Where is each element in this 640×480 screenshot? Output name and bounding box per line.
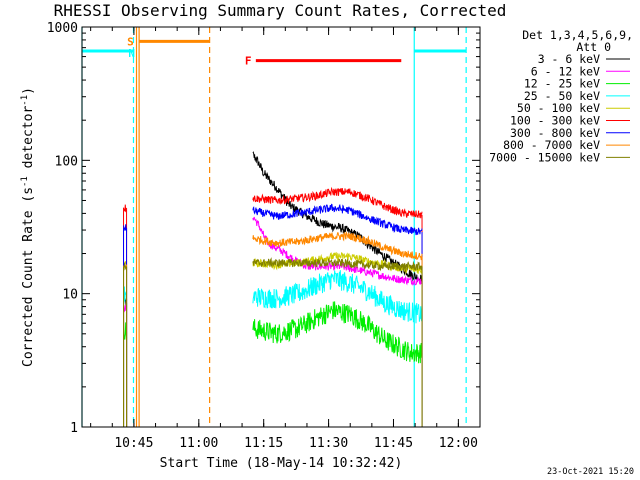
legend-label-4: 50 - 100 keV (517, 101, 600, 115)
legend-label-1: 6 - 12 keV (531, 64, 600, 78)
series-line-2-0 (123, 319, 128, 340)
series-0 (123, 151, 423, 427)
legend-label-8: 7000 - 15000 keV (489, 150, 600, 164)
legend-header-attenuator: Att 0 (576, 40, 611, 54)
x-tick-label-3: 11:30 (309, 436, 348, 451)
x-axis-label: Start Time (18-May-14 10:32:42) (160, 456, 403, 471)
legend-label-7: 800 - 7000 keV (503, 138, 600, 152)
flag-label-F: F (245, 55, 252, 68)
series-line-1-1 (252, 216, 423, 286)
series-line-8-1 (252, 257, 423, 272)
series-line-8-0 (123, 262, 128, 271)
legend-label-0: 3 - 6 keV (538, 52, 600, 66)
series-2 (123, 301, 423, 427)
y-tick-label-1: 10 (62, 288, 78, 303)
y-axis: 1 10 100 1000 (47, 21, 480, 436)
plot-frame (81, 26, 481, 428)
y-tick-label-2: 100 (55, 154, 78, 169)
y-tick-label-3: 1000 (47, 21, 78, 36)
series-line-6-1 (252, 203, 423, 236)
x-tick-label-1: 11:00 (179, 436, 218, 451)
chart-title: RHESSI Observing Summary Count Rates, Co… (54, 1, 507, 20)
series-line-6-0 (123, 224, 128, 232)
x-tick-label-2: 11:15 (244, 436, 283, 451)
y-axis-label: Corrected Count Rate (s-1 detector-1) (20, 87, 36, 367)
series-line-5-0 (123, 204, 127, 213)
series-line-1-0 (123, 304, 128, 313)
legend-label-5: 100 - 300 keV (510, 114, 600, 128)
series-8 (123, 257, 423, 427)
series-6 (123, 203, 423, 427)
x-tick-label-0: 10:45 (114, 436, 153, 451)
legend-header-detectors: Det 1,3,4,5,6,9, (522, 28, 633, 42)
series-line-3-1 (252, 270, 423, 324)
y-tick-label-0: 1 (70, 421, 78, 436)
flag-label-N: N (128, 47, 135, 60)
legend-label-2: 12 - 25 keV (524, 77, 600, 91)
legend-label-3: 25 - 50 keV (524, 89, 600, 103)
flag-label-S: S (127, 35, 134, 48)
legend-label-6: 300 - 800 keV (510, 126, 600, 140)
series-line-7-1 (252, 230, 423, 261)
series-3 (123, 270, 423, 427)
series-layer (123, 151, 423, 427)
series-1 (123, 216, 423, 427)
series-line-5-1 (252, 186, 423, 219)
x-axis: 10:45 11:00 11:15 11:30 11:45 12:00 (90, 27, 481, 451)
x-tick-label-5: 12:00 (439, 436, 478, 451)
series-line-2-1 (252, 301, 423, 364)
series-line-3-0 (123, 286, 128, 304)
x-tick-label-4: 11:45 (374, 436, 413, 451)
footer-date: 23-Oct-2021 15:20 (547, 467, 634, 477)
plot-area: SN F (81, 27, 467, 427)
